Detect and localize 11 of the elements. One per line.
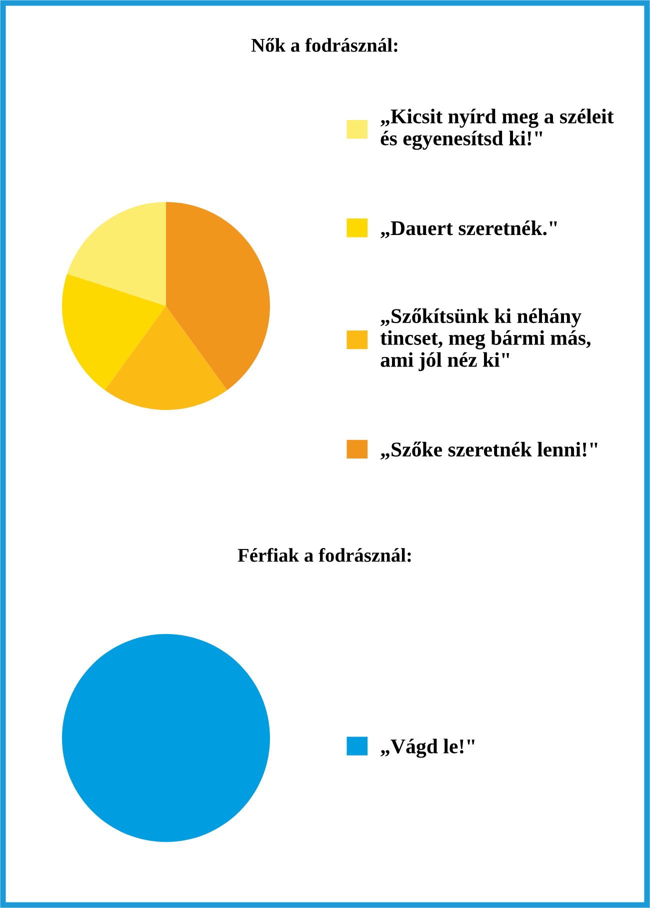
chart-title: Nők a fodrásznál: bbox=[251, 38, 398, 52]
chart-title: Férfiak a fodrásznál: bbox=[238, 548, 411, 562]
legend-label: „Kicsit nyírd meg a széleit és egyenesítsd ki!" bbox=[380, 108, 614, 150]
pie-slice bbox=[62, 274, 166, 390]
pie-slice bbox=[166, 202, 270, 390]
legend-label: „Szőke szeretnék lenni!" bbox=[380, 442, 598, 460]
legend-label: „Szőkítsünk ki néhány tincset, meg bármi más, ami jól néz ki" bbox=[380, 308, 590, 372]
legend-label: „Dauert szeretnék." bbox=[380, 220, 557, 238]
legend-label: „Vágd le!" bbox=[380, 738, 474, 758]
pie-slice bbox=[67, 202, 166, 306]
pie-slice bbox=[104, 306, 228, 410]
